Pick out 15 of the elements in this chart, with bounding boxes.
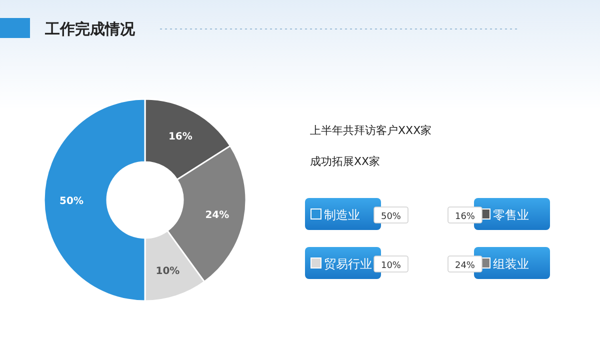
chart-title: 工作完成情况 [44,20,136,38]
data-label: 50% [60,196,84,207]
legend-label: 制造业 [324,208,360,222]
text: 24% [454,261,476,271]
legend-label: 零售业 [493,208,529,222]
text: 成功拓展XX家 [310,155,380,168]
data-label: 16% [168,132,192,143]
data-label: 10% [156,266,180,277]
data-label: 24% [205,210,230,221]
legend-label: 组装业 [493,257,529,271]
legend-label: 贸易行业 [324,257,372,271]
text: 16% [454,212,476,222]
text: 50% [380,212,402,222]
text: 上半年共拜访客户XXX家 [310,124,432,137]
text: 10% [380,261,402,271]
